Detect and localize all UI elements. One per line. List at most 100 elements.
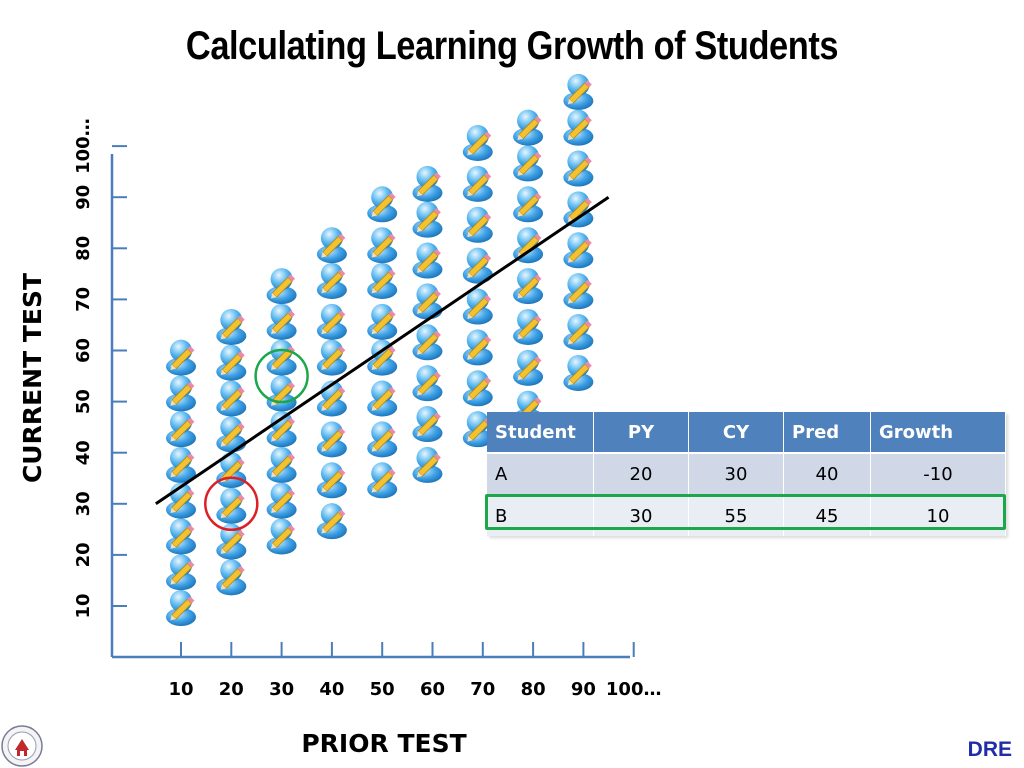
student-icon: [411, 242, 443, 280]
y-tick-label: 40: [73, 440, 94, 465]
student-icon: [266, 446, 298, 484]
student-icon: [316, 262, 348, 300]
student-icon: [215, 344, 247, 382]
y-tick-label: 10: [73, 593, 94, 618]
student-icon: [366, 420, 398, 458]
cell-growth: 10: [870, 494, 1006, 536]
student-icon: [316, 420, 348, 458]
y-tick-label: 20: [73, 542, 94, 567]
x-tick-label: 50: [370, 679, 395, 700]
student-icon: [512, 109, 544, 147]
student-icon: [462, 369, 494, 407]
student-icon: [562, 73, 594, 111]
student-icon: [366, 262, 398, 300]
growth-table: Student PY CY Pred Growth A 20 30 40 -10…: [487, 412, 1006, 536]
student-icon: [215, 379, 247, 417]
cell-cy: 55: [688, 494, 784, 536]
cell-growth: -10: [870, 452, 1006, 495]
student-icon: [512, 349, 544, 387]
student-icon: [215, 308, 247, 346]
x-tick-label: 10: [168, 679, 193, 700]
student-icon: [165, 339, 197, 377]
student-icon: [316, 226, 348, 264]
axis-labels: 10 20 30 40 50 60 70 80 90 100… 10 20 30 40 50 60 70 80 90…: [18, 118, 661, 758]
student-icon: [266, 374, 298, 412]
x-axis-title: PRIOR TEST: [301, 729, 466, 758]
student-icon: [562, 272, 594, 310]
student-icon: [512, 185, 544, 223]
regression-line: [155, 195, 610, 506]
student-icon: [316, 502, 348, 540]
header-growth: Growth: [870, 412, 1006, 453]
highlight-circle-red: [204, 476, 259, 532]
student-icon: [316, 303, 348, 341]
student-icon: [366, 461, 398, 499]
student-icon: [366, 185, 398, 223]
student-icon: [215, 451, 247, 489]
table-row: A 20 30 40 -10: [487, 452, 1006, 495]
student-icon: [316, 461, 348, 499]
student-icon: [562, 313, 594, 351]
student-icon: [165, 589, 197, 627]
student-icon: [562, 109, 594, 147]
student-icon: [562, 231, 594, 269]
y-axis-title: CURRENT TEST: [18, 273, 47, 483]
student-icon: [512, 267, 544, 305]
header-cy: CY: [688, 412, 784, 453]
student-icon: [366, 379, 398, 417]
cell-student: B: [487, 494, 594, 536]
student-icon: [411, 201, 443, 239]
table-header-row: Student PY CY Pred Growth: [487, 412, 1006, 453]
cell-py: 20: [593, 452, 689, 495]
y-tick-label: 70: [73, 287, 94, 312]
table-row: B 30 55 45 10: [487, 494, 1006, 536]
x-tick-label: 60: [420, 679, 445, 700]
student-icon: [215, 558, 247, 596]
x-tick-label: 100…: [606, 679, 662, 700]
y-tick-label: 60: [73, 338, 94, 363]
student-icon: [266, 410, 298, 448]
student-icon: [266, 303, 298, 341]
slide-title: Calculating Learning Growth of Students: [185, 24, 839, 68]
student-icon: [215, 487, 247, 525]
x-tick-label: 80: [521, 679, 546, 700]
student-icon: [266, 339, 298, 377]
student-icon: [266, 267, 298, 305]
cell-pred: 40: [783, 452, 871, 495]
y-tick-label: 100…: [73, 118, 94, 174]
y-tick-label: 90: [73, 185, 94, 210]
cell-student: A: [487, 452, 594, 495]
student-icon: [266, 517, 298, 555]
student-icon: [562, 354, 594, 392]
student-icon: [165, 446, 197, 484]
student-icon: [165, 410, 197, 448]
data-points: [165, 73, 594, 627]
x-tick-label: 30: [269, 679, 294, 700]
footer-label: DRE: [967, 738, 1012, 761]
student-icon: [462, 206, 494, 244]
x-tick-label: 40: [319, 679, 344, 700]
student-icon: [562, 150, 594, 188]
x-tick-label: 20: [219, 679, 244, 700]
student-icon: [165, 374, 197, 412]
cell-cy: 30: [688, 452, 784, 495]
header-pred: Pred: [783, 412, 871, 453]
y-tick-label: 30: [73, 491, 94, 516]
cell-py: 30: [593, 494, 689, 536]
header-py: PY: [593, 412, 689, 453]
y-tick-label: 50: [73, 389, 94, 414]
student-icon: [316, 339, 348, 377]
axes: [110, 145, 635, 659]
student-icon: [411, 364, 443, 402]
cell-pred: 45: [783, 494, 871, 536]
student-icon: [366, 226, 398, 264]
student-icon: [366, 303, 398, 341]
header-student: Student: [487, 412, 594, 453]
student-icon: [512, 308, 544, 346]
student-icon: [462, 124, 494, 162]
student-icon: [512, 144, 544, 182]
student-icon: [411, 165, 443, 203]
chart-overlays: [155, 195, 610, 532]
student-icon: [462, 328, 494, 366]
